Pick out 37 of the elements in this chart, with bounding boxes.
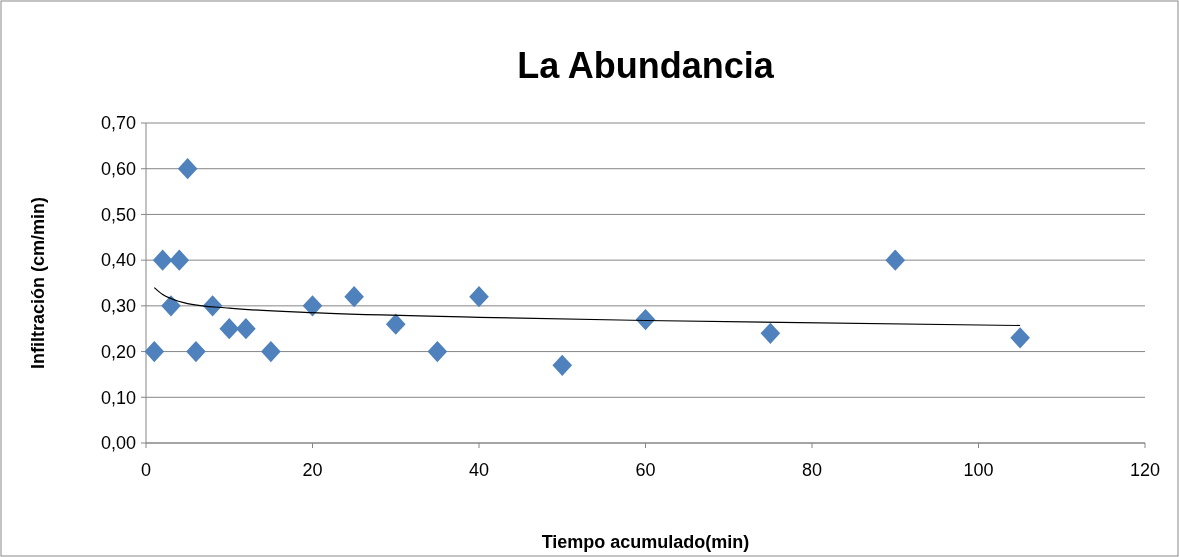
y-tick-label: 0,70 — [100, 113, 136, 134]
y-tick-label: 0,20 — [100, 341, 136, 362]
point — [186, 340, 206, 363]
x-tick-label: 120 — [1129, 460, 1161, 480]
point — [635, 308, 656, 331]
x-tick-label: 0 — [140, 460, 152, 480]
point — [219, 318, 240, 340]
point — [152, 249, 173, 271]
y-tick-label: 0,60 — [100, 159, 136, 180]
point — [236, 318, 256, 340]
y-tick-label: 0,40 — [100, 250, 136, 271]
point — [161, 295, 181, 317]
x-tick-label: 20 — [302, 460, 323, 480]
point — [385, 313, 406, 335]
x-tick-label: 80 — [801, 460, 823, 480]
point — [169, 249, 190, 271]
x-tick-label: 60 — [635, 460, 656, 480]
x-tick-label: 100 — [963, 460, 994, 480]
point — [177, 158, 198, 180]
point — [1010, 327, 1030, 349]
y-tick-label: 0,50 — [100, 204, 136, 225]
x-tick-label: 40 — [468, 460, 490, 480]
x-axis-title: Tiempo acumulado(min) — [541, 532, 750, 552]
point — [760, 322, 781, 344]
y-tick-label: 0,00 — [100, 433, 136, 454]
point — [469, 286, 489, 308]
point — [885, 249, 906, 271]
y-axis-title: Infiltración (cm/min) — [28, 196, 48, 370]
point — [144, 340, 165, 363]
point — [552, 354, 573, 376]
y-tick-label: 0,30 — [100, 296, 136, 317]
point — [344, 286, 364, 308]
point — [302, 295, 323, 317]
chart-title: La Abundancia — [517, 45, 775, 86]
point — [261, 340, 281, 363]
point — [427, 340, 448, 363]
y-tick-label: 0,10 — [100, 387, 136, 408]
